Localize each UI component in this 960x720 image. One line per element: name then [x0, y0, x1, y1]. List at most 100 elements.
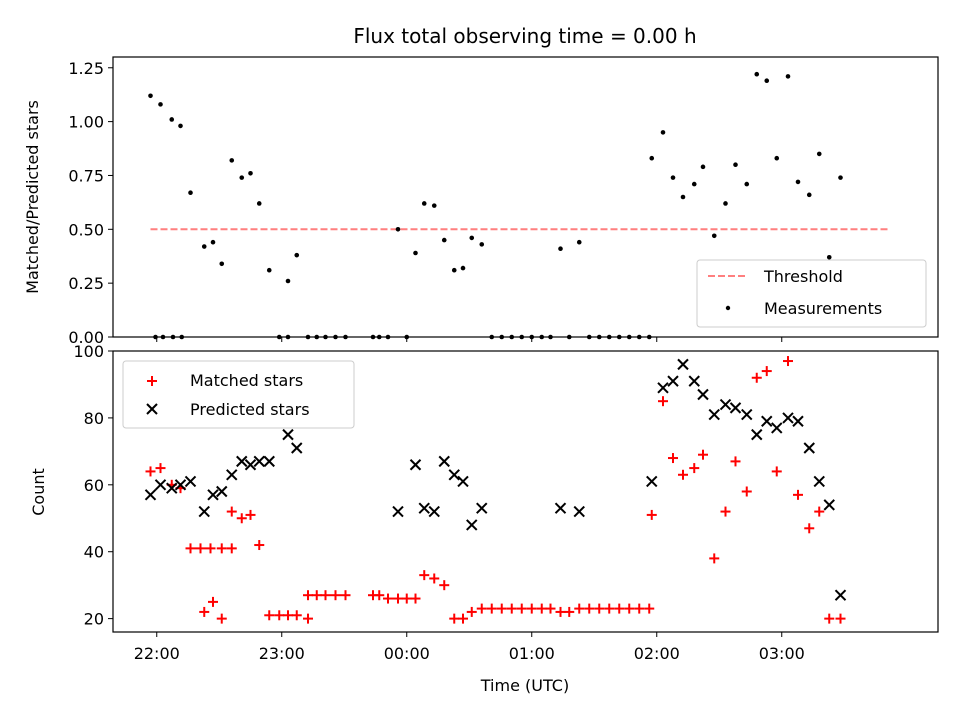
count-panel-y-ticks: 20 40 60 80 100 — [73, 342, 113, 629]
measurements-point — [606, 334, 612, 340]
matched-stars-point — [555, 606, 566, 617]
matched-stars-point — [614, 603, 625, 614]
matched-stars-point — [824, 613, 835, 624]
matched-stars-point — [594, 603, 605, 614]
measurements-point — [170, 334, 176, 340]
matched-stars-point — [668, 453, 678, 464]
count-panel: 20 40 60 80 100 22:00 23:00 00:00 01:00 02:00 03:… — [29, 342, 939, 695]
matched-stars-point — [303, 590, 313, 601]
measurements-point — [343, 334, 348, 340]
matched-stars-point — [226, 543, 237, 554]
measurements-point — [158, 102, 163, 107]
measurements-point — [285, 334, 291, 340]
matched-stars-point — [374, 590, 385, 601]
legend-matched-swatch — [147, 376, 157, 386]
measurements-point — [314, 334, 320, 340]
legend-measurements-swatch — [725, 305, 731, 311]
predicted-stars-point — [409, 459, 422, 471]
predicted-stars-point — [657, 382, 669, 394]
matched-stars-point — [526, 603, 537, 614]
predicted-stars-point — [466, 519, 478, 531]
count-y-tick-label: 80 — [84, 409, 104, 428]
matched-stars-point — [804, 523, 815, 534]
measurements-point — [826, 255, 832, 260]
predicted-stars-point — [263, 455, 275, 468]
matched-stars-point — [761, 366, 772, 377]
count-panel-marks — [144, 356, 847, 624]
x-tick-label: 02:00 — [634, 644, 680, 663]
measurements-point — [806, 192, 812, 198]
legend-predicted-swatch — [146, 403, 158, 415]
measurements-point — [479, 242, 485, 247]
ratio-y-tick-label: 1.00 — [68, 113, 104, 132]
matched-stars-point — [195, 543, 206, 554]
measurements-point — [266, 267, 272, 273]
measurements-point — [566, 334, 572, 340]
measurements-point — [489, 334, 495, 340]
ratio-y-tick-label: 1.25 — [68, 59, 104, 78]
matched-stars-point — [340, 590, 351, 601]
matched-stars-point — [303, 613, 313, 624]
ratio-panel-marks — [148, 71, 888, 340]
matched-stars-point — [486, 603, 497, 614]
matched-stars-point — [634, 603, 645, 614]
matched-stars-point — [604, 603, 615, 614]
predicted-stars-point — [174, 479, 187, 491]
matched-stars-point — [236, 513, 247, 524]
predicted-stars-point — [761, 415, 773, 427]
legend-predicted-label: Predicted stars — [190, 400, 310, 419]
measurements-point — [626, 334, 632, 340]
matched-stars-point — [283, 610, 293, 621]
measurements-point — [431, 203, 437, 208]
predicted-stars-point — [751, 428, 763, 441]
predicted-stars-point — [166, 482, 178, 494]
legend-measurements-label: Measurements — [764, 299, 882, 318]
predicted-stars-point — [719, 398, 732, 411]
matched-stars-point — [835, 613, 846, 624]
measurements-point — [385, 334, 391, 340]
matched-stars-point — [624, 603, 635, 614]
measurements-point — [816, 151, 822, 157]
predicted-stars-point — [392, 505, 404, 518]
measurements-point — [451, 267, 457, 273]
x-axis-label: Time (UTC) — [480, 676, 569, 695]
measurements-point — [294, 252, 300, 258]
measurements-point — [660, 130, 666, 135]
matched-stars-point — [793, 489, 803, 500]
measurements-point — [376, 334, 382, 340]
predicted-stars-point — [677, 358, 689, 371]
matched-stars-point — [720, 506, 731, 517]
predicted-stars-point — [803, 442, 815, 454]
measurements-point — [646, 334, 652, 340]
ratio-panel-legend-box — [696, 259, 927, 328]
matched-stars-point — [185, 543, 196, 554]
matched-stars-point — [216, 543, 227, 554]
count-y-tick-label: 40 — [84, 543, 104, 562]
matched-stars-point — [584, 603, 595, 614]
measurements-point — [754, 71, 760, 77]
predicted-stars-point — [244, 459, 257, 471]
count-y-tick-label: 100 — [73, 342, 104, 361]
x-tick-label: 03:00 — [759, 644, 805, 663]
measurements-point — [188, 190, 193, 195]
matched-stars-point — [466, 606, 477, 617]
matched-stars-point — [730, 456, 741, 467]
measurements-point — [649, 155, 655, 161]
matched-stars-point — [208, 596, 218, 607]
x-tick-label: 22:00 — [134, 644, 180, 663]
measurements-point — [160, 334, 166, 340]
predicted-stars-point — [226, 469, 238, 481]
predicted-stars-point — [184, 475, 197, 488]
predicted-stars-point — [216, 485, 228, 498]
measurements-point — [178, 123, 183, 129]
measurements-point — [421, 201, 427, 206]
measurements-point — [680, 194, 686, 200]
ratio-panel-y-axis-label: Matched/Predicted stars — [23, 100, 42, 294]
predicted-stars-point — [554, 502, 567, 514]
predicted-stars-point — [154, 479, 167, 491]
measurements-point — [323, 334, 328, 340]
predicted-stars-point — [688, 375, 700, 387]
matched-stars-point — [698, 449, 708, 460]
measurements-point — [733, 162, 738, 167]
